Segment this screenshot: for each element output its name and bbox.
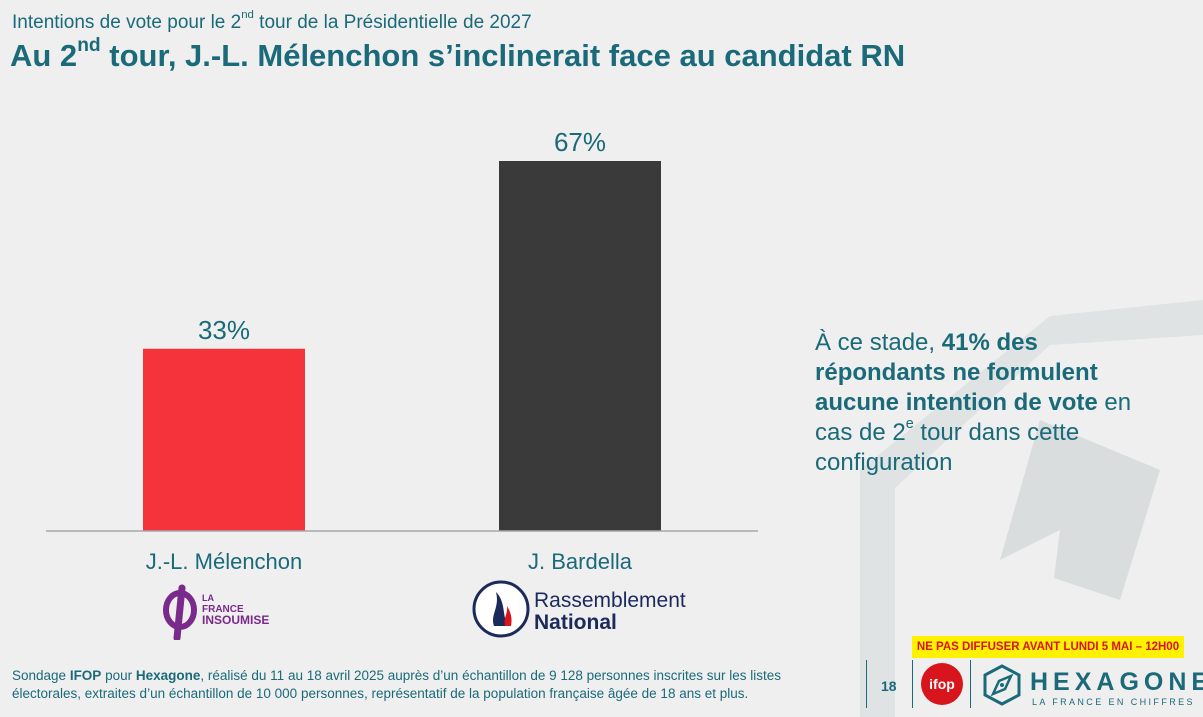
insight-text: À ce stade, 41% des répondants ne formul…	[815, 329, 1132, 476]
hexagone-wordmark: HEXAGONE	[1030, 668, 1203, 696]
rn-logo-line1: Rassemblement	[534, 589, 686, 612]
footer-separator	[970, 660, 971, 708]
category-label-bardella: J. Bardella	[528, 549, 632, 574]
lfi-logo-line2: FRANCE	[202, 604, 244, 615]
rn-flame-logo: Rassemblement National	[472, 580, 686, 638]
footer-separator	[912, 660, 913, 708]
rn-logo-line2: National	[534, 611, 617, 634]
bar-bardella	[499, 161, 661, 531]
page-number: 18	[881, 678, 897, 694]
footer-separator	[866, 660, 867, 708]
lfi-logo-line3: INSOUMISE	[202, 613, 269, 627]
hexagone-tagline: LA FRANCE EN CHIFFRES	[1032, 697, 1195, 707]
ifop-logo: ifop	[921, 663, 963, 705]
category-label-melenchon: J.-L. Mélenchon	[145, 549, 303, 574]
data-label-melenchon: 33%	[198, 315, 250, 345]
data-label-bardella: 67%	[554, 127, 606, 157]
bar-melenchon	[143, 348, 305, 531]
lfi-phi-logo: LA FRANCE INSOUMISE	[163, 584, 269, 640]
slide-subtitle: Intentions de vote pour le 2nd tour de l…	[12, 9, 532, 33]
ifop-logo-text: ifop	[929, 676, 955, 692]
methodology-footnote: Sondage IFOP pour Hexagone, réalisé du 1…	[12, 668, 781, 701]
embargo-banner: NE PAS DIFFUSER AVANT LUNDI 5 MAI – 12H0…	[912, 636, 1184, 658]
lfi-logo-line1: LA	[202, 593, 214, 603]
hexagone-compass-icon	[983, 664, 1021, 706]
slide-title: Au 2nd tour, J.-L. Mélenchon s’inclinera…	[10, 34, 906, 73]
bar-chart: 33% 67%	[46, 127, 758, 532]
